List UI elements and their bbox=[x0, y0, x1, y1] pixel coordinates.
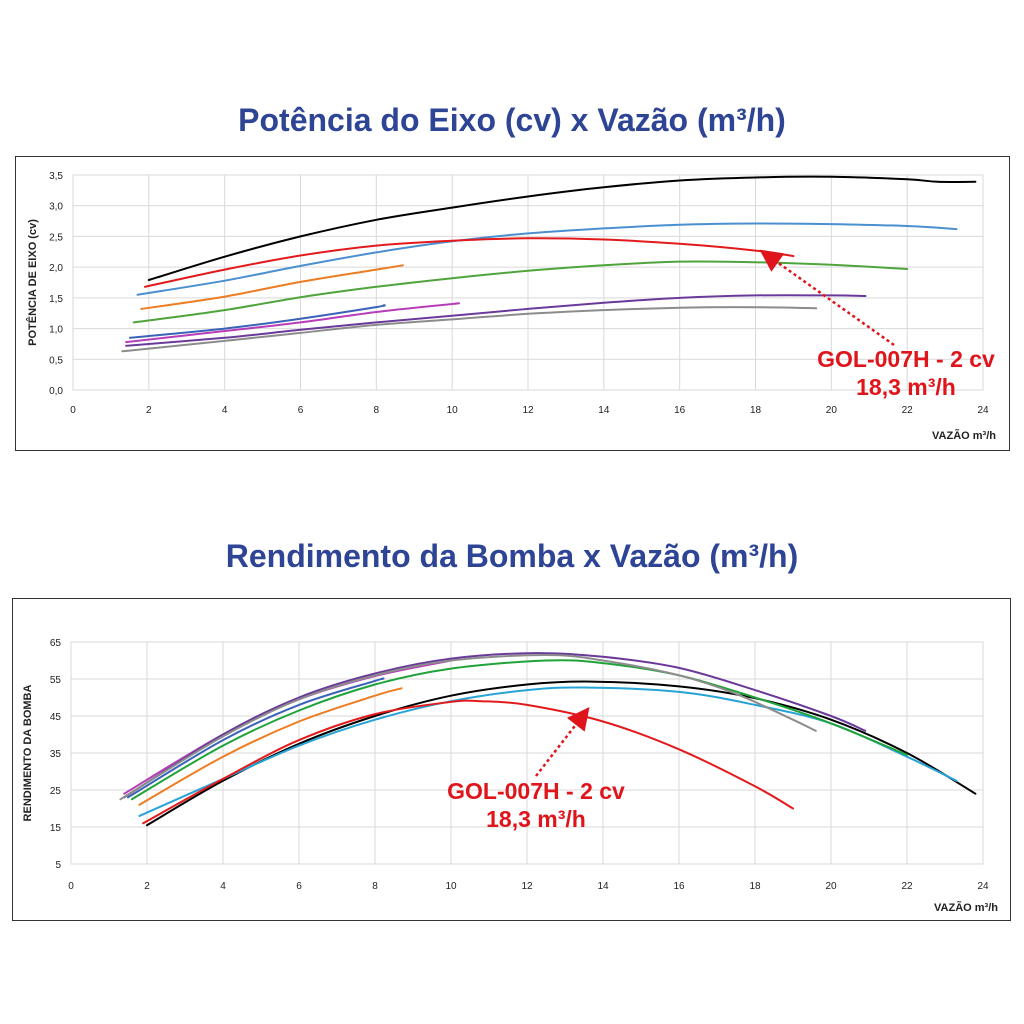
x-tick-label: 8 bbox=[374, 405, 380, 416]
efficiency-chart-title: Rendimento da Bomba x Vazão (m³/h) bbox=[225, 538, 799, 574]
y-tick-label: 1,0 bbox=[49, 325, 63, 336]
annotation-model-label: GOL-007H - 2 cv bbox=[817, 346, 995, 372]
y-tick-label: 0,0 bbox=[49, 386, 63, 397]
x-tick-label: 16 bbox=[673, 881, 685, 892]
x-tick-label: 0 bbox=[70, 405, 76, 416]
y-axis-label: POTÊNCIA DE EIXO (cv) bbox=[26, 219, 39, 346]
x-tick-label: 20 bbox=[825, 881, 837, 892]
power-chart-title: Potência do Eixo (cv) x Vazão (m³/h) bbox=[238, 102, 786, 138]
x-tick-label: 22 bbox=[901, 881, 913, 892]
x-tick-label: 4 bbox=[220, 881, 226, 892]
efficiency-chart-svg: 0 2 4 6 8 10 12 14 16 18 20 22 245152535455565VAZÃO … bbox=[22, 638, 998, 914]
series-line-2 bbox=[136, 222, 958, 296]
x-tick-label: 4 bbox=[222, 405, 228, 416]
y-tick-label: 45 bbox=[50, 712, 62, 723]
annotation-model-label: GOL-007H - 2 cv bbox=[447, 778, 625, 804]
y-tick-label: 55 bbox=[50, 675, 62, 686]
plot-area-border bbox=[70, 641, 984, 865]
series-line-5 bbox=[138, 687, 403, 806]
annotation-flow-label: 18,3 m³/h bbox=[486, 806, 586, 832]
series-line-1 bbox=[146, 680, 977, 827]
y-tick-label: 0,5 bbox=[49, 355, 63, 366]
annotation-flow-label: 18,3 m³/h bbox=[856, 374, 956, 400]
y-tick-label: 25 bbox=[50, 786, 62, 797]
series-line-8 bbox=[125, 294, 867, 347]
x-tick-label: 20 bbox=[826, 405, 838, 416]
x-tick-label: 18 bbox=[750, 405, 762, 416]
x-tick-label: 2 bbox=[144, 881, 150, 892]
y-tick-label: 65 bbox=[50, 638, 62, 649]
y-tick-label: 3,5 bbox=[49, 171, 63, 182]
x-tick-label: 10 bbox=[445, 881, 457, 892]
series-line-8 bbox=[123, 652, 867, 799]
x-tick-label: 2 bbox=[146, 405, 152, 416]
y-axis-label: RENDIMENTO DA BOMBA bbox=[22, 685, 34, 822]
series-line-6 bbox=[127, 677, 385, 799]
y-tick-label: 35 bbox=[50, 749, 62, 760]
x-tick-label: 22 bbox=[902, 405, 914, 416]
y-tick-label: 5 bbox=[55, 860, 61, 871]
grid bbox=[72, 174, 984, 391]
x-tick-label: 14 bbox=[598, 405, 610, 416]
y-tick-label: 3,0 bbox=[49, 202, 63, 213]
x-tick-label: 0 bbox=[68, 881, 74, 892]
efficiency-chart: 0 2 4 6 8 10 12 14 16 18 20 22 24 5 15 25 35 45 55 65 VAZÃO … bbox=[12, 598, 1011, 921]
y-tick-label: 15 bbox=[50, 823, 62, 834]
x-tick-label: 10 bbox=[447, 405, 459, 416]
x-axis-label: VAZÃO m³/h bbox=[934, 901, 998, 914]
y-tick-label: 2,5 bbox=[49, 232, 63, 243]
series-line-5 bbox=[140, 264, 404, 310]
x-tick-label: 8 bbox=[372, 881, 378, 892]
series-line-6 bbox=[128, 304, 386, 339]
x-tick-label: 14 bbox=[597, 881, 609, 892]
x-tick-label: 12 bbox=[521, 881, 533, 892]
annotation-arrow bbox=[759, 249, 895, 347]
x-tick-label: 6 bbox=[298, 405, 304, 416]
x-tick-label: 24 bbox=[977, 405, 989, 416]
x-tick-label: 12 bbox=[522, 405, 534, 416]
x-tick-label: 18 bbox=[749, 881, 761, 892]
x-tick-label: 6 bbox=[296, 881, 302, 892]
annotation-arrow bbox=[535, 707, 590, 777]
series-line-7 bbox=[125, 302, 461, 344]
series-line-3 bbox=[144, 237, 795, 288]
power-chart: 0 2 4 6 8 10 12 14 16 18 20 22 24 0,0 0,5 1,0 1,5 2,0 2,5 3… bbox=[15, 156, 1010, 451]
x-tick-label: 24 bbox=[977, 881, 989, 892]
power-chart-svg: 0 2 4 6 8 10 12 14 16 18 20 22 240,00,51,01,52,02,53… bbox=[26, 171, 996, 442]
x-tick-label: 16 bbox=[674, 405, 686, 416]
series-line-3 bbox=[142, 699, 794, 825]
series-line-1 bbox=[147, 175, 977, 281]
series-line-9 bbox=[121, 306, 818, 353]
plot-area-border bbox=[72, 174, 984, 391]
x-axis-label: VAZÃO m³/h bbox=[932, 429, 996, 442]
y-tick-label: 2,0 bbox=[49, 263, 63, 274]
series-line-4 bbox=[130, 659, 908, 801]
y-tick-label: 1,5 bbox=[49, 294, 63, 305]
series-line-9 bbox=[119, 653, 817, 801]
